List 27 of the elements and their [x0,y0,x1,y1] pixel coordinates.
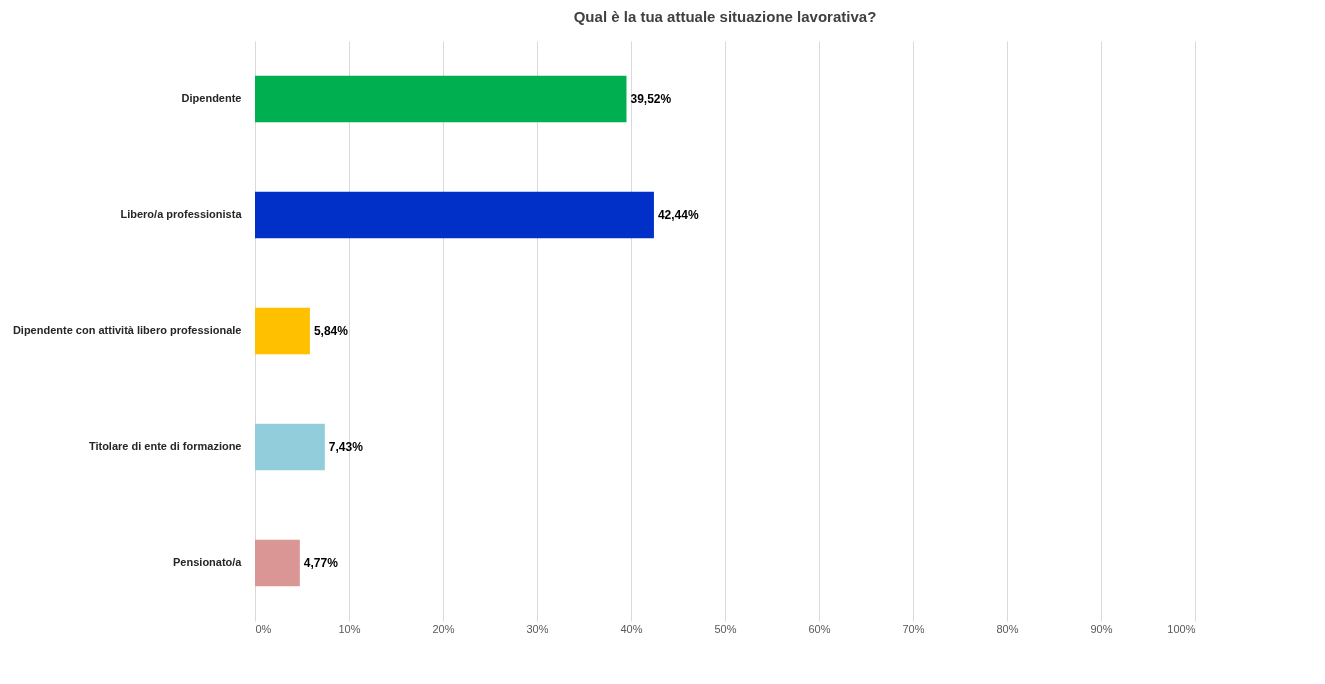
bar [255,75,627,123]
data-label: 42,44% [657,208,699,222]
bar [255,307,310,355]
x-tick-label: 50% [714,622,737,635]
x-tick-label: 80% [996,622,1019,635]
x-tick-label: 10% [338,622,361,635]
data-label: 5,84% [313,324,349,338]
bar [255,191,654,239]
x-tick-label: 60% [808,622,831,635]
y-tick-label: Titolare di ente di formazione [88,440,242,452]
bar [255,539,300,587]
y-tick-label: Pensionato/a [173,556,243,568]
bar [255,423,325,471]
x-tick-label: 90% [1090,622,1113,635]
x-tick-label: 40% [620,622,643,635]
data-label: 7,43% [328,440,364,454]
x-tick-label: 20% [432,622,455,635]
x-tick-label: 0% [255,622,272,635]
x-tick-label: 100% [1167,622,1196,635]
y-tick-label: Dipendente [181,92,242,104]
y-tick-label: Libero/a professionista [120,208,243,220]
chart-title: Qual è la tua attuale situazione lavorativa? [573,8,877,25]
data-label: 4,77% [303,556,339,570]
x-tick-label: 30% [526,622,549,635]
data-label: 39,52% [630,92,672,106]
x-tick-label: 70% [902,622,925,635]
y-tick-label: Dipendente con attività libero professionale [12,324,242,336]
